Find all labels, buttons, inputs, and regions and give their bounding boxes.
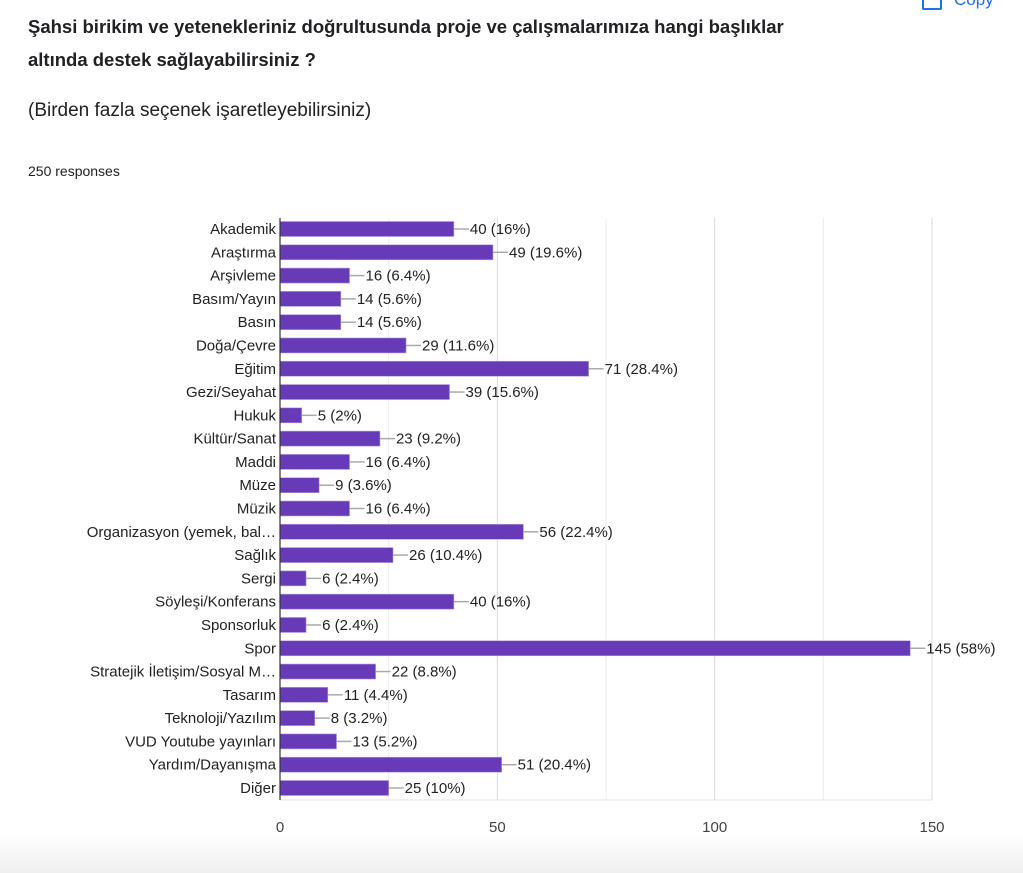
question-title: Şahsi birikim ve yetenekleriniz doğrultu… — [28, 16, 784, 70]
category-label: Stratejik İletişim/Sosyal M… — [90, 663, 276, 681]
x-tick-label: 0 — [276, 819, 284, 836]
data-label: 14 (5.6%) — [357, 291, 422, 308]
data-label: 9 (3.6%) — [335, 477, 392, 494]
category-label: Müzik — [237, 501, 277, 518]
bar — [279, 267, 350, 284]
bar — [279, 756, 502, 773]
response-count: 250 responses — [28, 163, 120, 179]
category-label: Müze — [239, 477, 276, 494]
bar — [279, 570, 307, 587]
bottom-shadow — [0, 833, 1023, 873]
x-tick-label: 150 — [919, 819, 944, 836]
category-label: Gezi/Seyahat — [186, 384, 277, 401]
bar — [279, 523, 524, 540]
bar — [279, 291, 342, 307]
data-label: 13 (5.2%) — [353, 733, 418, 750]
bar — [279, 244, 494, 261]
category-label: Spor — [244, 640, 276, 657]
data-label: 51 (20.4%) — [518, 757, 591, 774]
bar — [279, 780, 389, 796]
category-label: VUD Youtube yayınları — [125, 733, 276, 750]
data-label: 71 (28.4%) — [605, 361, 678, 378]
x-tick-label: 100 — [702, 819, 727, 836]
data-label: 23 (9.2%) — [396, 431, 461, 448]
data-label: 6 (2.4%) — [322, 570, 379, 587]
category-label: Basım/Yayın — [192, 291, 276, 308]
category-label: Araştırma — [211, 244, 277, 261]
bar — [279, 593, 455, 610]
category-label: Sergi — [241, 570, 276, 587]
bar — [279, 733, 337, 750]
data-label: 25 (10%) — [405, 780, 466, 797]
bar — [279, 430, 381, 447]
data-label: 16 (6.4%) — [366, 501, 431, 518]
data-label: 40 (16%) — [470, 594, 531, 611]
bar — [279, 500, 350, 517]
category-label: Söyleşi/Konferans — [155, 594, 276, 611]
bar — [279, 337, 407, 354]
bar — [279, 477, 320, 494]
bar — [279, 547, 394, 563]
category-label: Sağlık — [234, 547, 276, 564]
category-label: Tasarım — [223, 687, 276, 704]
data-label: 14 (5.6%) — [357, 314, 422, 331]
data-label: 29 (11.6%) — [422, 337, 494, 354]
category-label: Eğitim — [234, 361, 276, 378]
category-label: Kültür/Sanat — [193, 431, 276, 448]
data-label: 6 (2.4%) — [322, 617, 379, 634]
question-subtitle: (Birden fazla seçenek işaretleyebilirsin… — [28, 100, 372, 121]
category-label: Maddi — [235, 454, 276, 471]
category-label: Diğer — [240, 780, 276, 797]
data-label: 11 (4.4%) — [344, 687, 408, 704]
category-label: Sponsorluk — [201, 617, 277, 634]
data-label: 26 (10.4%) — [409, 547, 482, 564]
data-label: 5 (2%) — [318, 407, 362, 424]
bar — [279, 663, 376, 680]
data-label: 39 (15.6%) — [466, 384, 539, 401]
copy-button[interactable]: Copy — [922, 0, 994, 10]
x-tick-label: 50 — [489, 819, 506, 836]
data-label: 49 (19.6%) — [509, 244, 582, 261]
data-label: 145 (58%) — [926, 640, 995, 657]
bar — [279, 454, 350, 470]
copy-label: Copy — [954, 0, 994, 10]
data-label: 8 (3.2%) — [331, 710, 388, 727]
bar — [279, 640, 911, 657]
category-label: Arşivleme — [210, 268, 276, 285]
bar — [279, 710, 316, 726]
bar — [279, 407, 303, 424]
category-label: Basın — [238, 314, 276, 331]
category-label: Yardım/Dayanışma — [149, 757, 277, 774]
data-label: 16 (6.4%) — [366, 454, 431, 471]
data-label: 56 (22.4%) — [539, 524, 612, 541]
bar — [279, 687, 329, 703]
data-label: 16 (6.4%) — [366, 268, 431, 285]
category-label: Hukuk — [233, 407, 276, 424]
data-label: 40 (16%) — [470, 221, 531, 238]
bar — [279, 221, 455, 237]
category-label: Organizasyon (yemek, bal… — [87, 524, 276, 541]
bar — [279, 360, 589, 377]
category-label: Doğa/Çevre — [196, 337, 276, 354]
category-label: Teknoloji/Yazılım — [165, 710, 276, 727]
copy-icon — [922, 0, 942, 10]
bar — [279, 384, 450, 400]
bar — [279, 617, 307, 633]
bar — [279, 314, 342, 330]
data-label: 22 (8.8%) — [392, 664, 457, 681]
category-label: Akademik — [210, 221, 276, 238]
